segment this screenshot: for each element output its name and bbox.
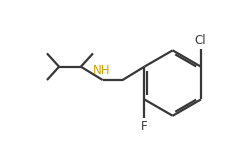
Text: Cl: Cl	[194, 34, 206, 47]
Text: NH: NH	[93, 64, 110, 77]
Text: F: F	[141, 120, 148, 132]
